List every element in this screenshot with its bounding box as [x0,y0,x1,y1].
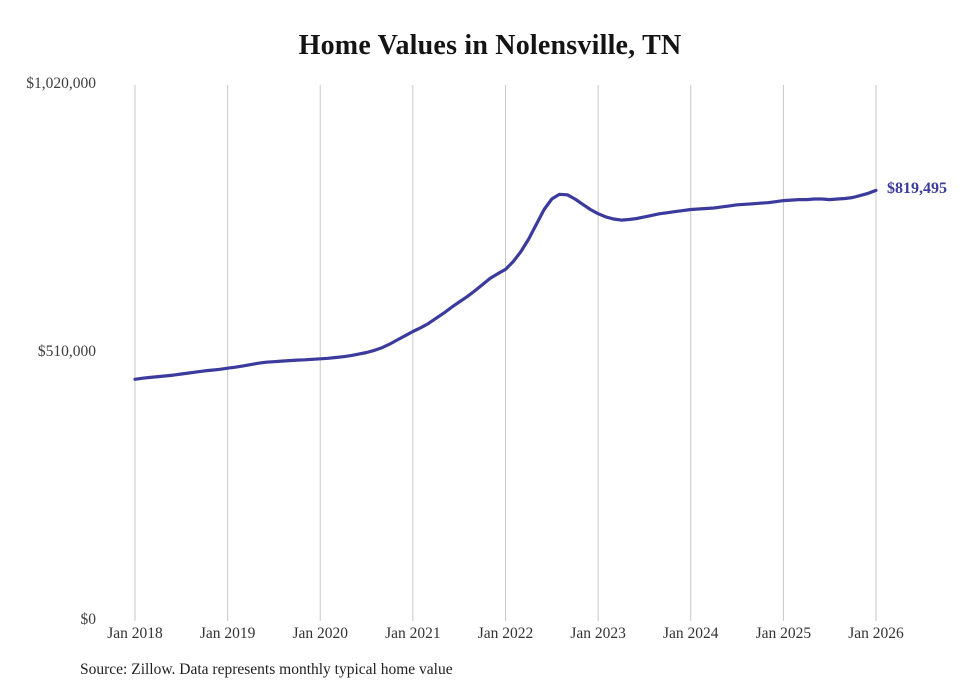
y-axis-label-top: $1,020,000 [26,75,96,92]
y-axis-label-mid: $510,000 [37,343,96,360]
x-axis-label: Jan 2025 [755,625,812,642]
x-axis-label: Jan 2020 [292,625,349,642]
x-axis-label: Jan 2022 [477,625,534,642]
x-axis-label: Jan 2018 [107,625,163,642]
home-value-line [133,188,878,381]
x-axis-label: Jan 2019 [199,625,256,642]
chart-title: Home Values in Nolensville, TN [298,30,682,61]
y-axis-label-zero: $0 [80,611,97,628]
x-axis-label: Jan 2021 [385,625,441,642]
source-note: Source: Zillow. Data represents monthly … [80,661,453,678]
x-axis-label: Jan 2024 [662,625,719,642]
x-axis-label: Jan 2023 [570,625,626,642]
x-axis-label: Jan 2026 [848,625,904,642]
latest-value-label: $819,495 [887,180,947,198]
